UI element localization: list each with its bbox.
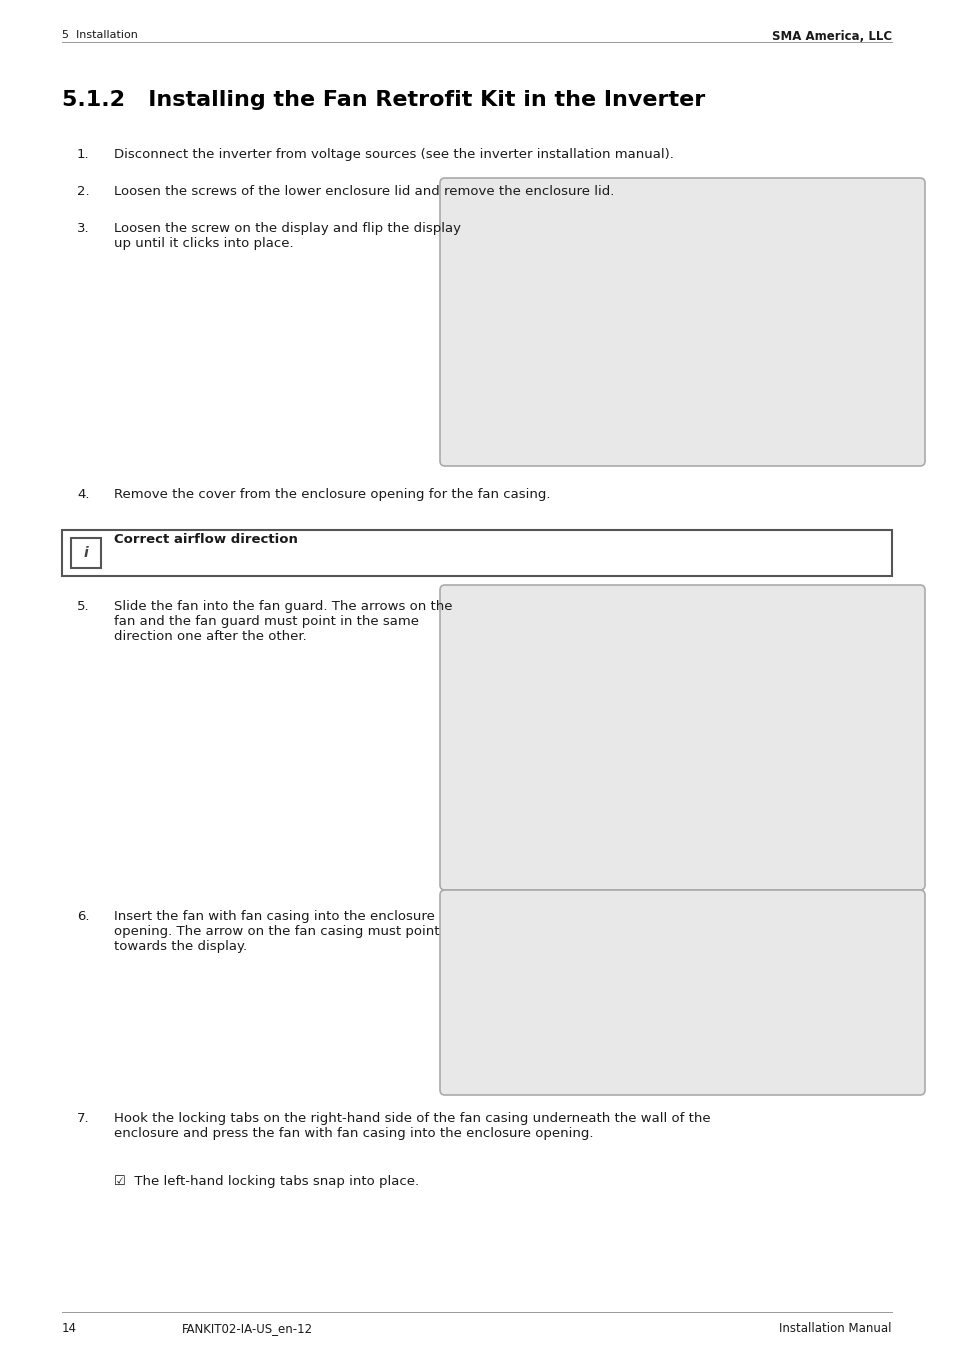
FancyBboxPatch shape bbox=[439, 178, 924, 466]
Text: 5  Installation: 5 Installation bbox=[62, 30, 138, 41]
Text: Hook the locking tabs on the right-hand side of the fan casing underneath the wa: Hook the locking tabs on the right-hand … bbox=[114, 1111, 710, 1140]
Text: Disconnect the inverter from voltage sources (see the inverter installation manu: Disconnect the inverter from voltage sou… bbox=[114, 147, 673, 161]
Text: SMA America, LLC: SMA America, LLC bbox=[771, 30, 891, 43]
Text: Correct airflow direction: Correct airflow direction bbox=[114, 533, 297, 546]
FancyBboxPatch shape bbox=[439, 585, 924, 890]
Text: 2.: 2. bbox=[77, 185, 90, 197]
FancyBboxPatch shape bbox=[439, 890, 924, 1095]
Text: Installation Manual: Installation Manual bbox=[779, 1322, 891, 1334]
FancyBboxPatch shape bbox=[71, 538, 101, 568]
Text: 6.: 6. bbox=[77, 910, 90, 923]
FancyBboxPatch shape bbox=[62, 530, 891, 576]
Text: ☑  The left-hand locking tabs snap into place.: ☑ The left-hand locking tabs snap into p… bbox=[114, 1175, 418, 1188]
Text: Remove the cover from the enclosure opening for the fan casing.: Remove the cover from the enclosure open… bbox=[114, 488, 550, 502]
Text: Loosen the screws of the lower enclosure lid and remove the enclosure lid.: Loosen the screws of the lower enclosure… bbox=[114, 185, 614, 197]
Text: 14: 14 bbox=[62, 1322, 77, 1334]
Text: 1.: 1. bbox=[77, 147, 90, 161]
Text: Loosen the screw on the display and flip the display
up until it clicks into pla: Loosen the screw on the display and flip… bbox=[114, 222, 460, 250]
Text: 3.: 3. bbox=[77, 222, 90, 235]
Text: 5.1.2   Installing the Fan Retrofit Kit in the Inverter: 5.1.2 Installing the Fan Retrofit Kit in… bbox=[62, 91, 704, 110]
Text: 7.: 7. bbox=[77, 1111, 90, 1125]
Text: 4.: 4. bbox=[77, 488, 90, 502]
Text: Slide the fan into the fan guard. The arrows on the
fan and the fan guard must p: Slide the fan into the fan guard. The ar… bbox=[114, 600, 452, 644]
Text: 5.: 5. bbox=[77, 600, 90, 612]
Text: i: i bbox=[84, 546, 89, 560]
Text: FANKIT02-IA-US_en-12: FANKIT02-IA-US_en-12 bbox=[182, 1322, 313, 1334]
Text: Insert the fan with fan casing into the enclosure
opening. The arrow on the fan : Insert the fan with fan casing into the … bbox=[114, 910, 439, 953]
